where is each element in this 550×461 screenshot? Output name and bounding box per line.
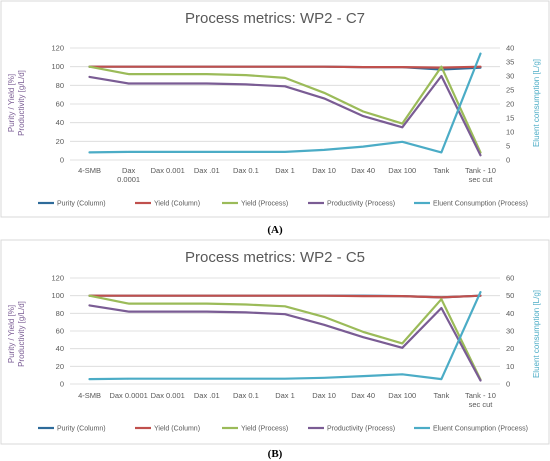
right-axis-tick-label: 35	[506, 58, 514, 67]
left-axis-label-line1: Purity / Yield [%]	[7, 305, 16, 363]
category-tick-label: 4-SMB	[78, 391, 101, 400]
right-axis-tick-label: 30	[506, 327, 514, 336]
category-tick-label: Dax 0.1	[233, 166, 259, 175]
category-tick-label: Dax 100	[388, 166, 416, 175]
left-axis-tick-label: 0	[60, 156, 64, 165]
chart-frame	[0, 239, 550, 445]
right-axis-tick-label: 0	[506, 156, 510, 165]
category-tick-label: Dax 0.0001	[109, 391, 147, 400]
category-tick-label: Dax 1	[275, 166, 295, 175]
right-axis-tick-label: 40	[506, 44, 514, 53]
category-tick-label: Dax 0.1	[233, 391, 259, 400]
left-axis-label-line2: Productivity [g/L/d]	[17, 301, 26, 367]
left-axis-tick-label: 120	[51, 44, 64, 53]
panel-label-a: (A)	[267, 224, 283, 236]
chart-panel-a: Process metrics: WP2 - C7 02040608010012…	[0, 0, 550, 218]
series-line-eluent-consumption	[88, 291, 482, 381]
category-tick-label: 4-SMB	[78, 166, 101, 175]
left-axis-tick-label: 120	[51, 274, 64, 283]
left-axis-tick-label: 40	[56, 118, 64, 127]
series-line-productivity-process	[88, 74, 482, 157]
left-axis-tick-label: 60	[56, 327, 64, 336]
right-axis-tick-label: 10	[506, 128, 514, 137]
category-tick-label: Dax 0.001	[151, 166, 185, 175]
left-axis-tick-label: 80	[56, 309, 64, 318]
right-axis-tick-label: 0	[506, 380, 510, 389]
left-axis-tick-label: 100	[51, 291, 64, 300]
category-tick-label: Dax 0.001	[151, 391, 185, 400]
left-axis-tick-label: 60	[56, 100, 64, 109]
category-tick-label: Dax 100	[388, 391, 416, 400]
panel-label-b: (B)	[268, 448, 283, 460]
category-tick-label: Dax 1	[275, 391, 295, 400]
category-tick-label: Dax 10	[312, 166, 336, 175]
series-line-yield-column	[88, 65, 482, 69]
series-line-yield-process	[88, 65, 482, 154]
right-axis-tick-label: 40	[506, 309, 514, 318]
right-axis-label: Eluent consumption [L/g]	[532, 290, 541, 378]
right-axis-label: Eluent consumption [L/g]	[532, 59, 541, 147]
legend-entry-yield-process: Yield (Process)	[241, 201, 288, 208]
series-line-productivity-process	[88, 304, 482, 382]
chart-frame	[0, 0, 550, 218]
legend-entry-purity-column: Purity (Column)	[57, 426, 106, 433]
legend-entry-yield-process: Yield (Process)	[241, 426, 288, 433]
legend-entry-yield-column: Yield (Column)	[154, 426, 200, 433]
left-axis-label-line1: Purity / Yield [%]	[7, 74, 16, 132]
right-axis-tick-label: 5	[506, 142, 510, 151]
left-axis-label-line2: Productivity [g/L/d]	[17, 70, 26, 136]
right-axis-tick-label: 10	[506, 362, 514, 371]
legend-entry-yield-column: Yield (Column)	[154, 201, 200, 208]
category-tick-label: Dax .01	[194, 166, 220, 175]
series-line-yield-process	[88, 294, 482, 381]
legend-entry-eluent-consumption: Eluent Consumption (Process)	[433, 426, 528, 433]
legend-entry-purity-column: Purity (Column)	[57, 201, 106, 208]
left-axis-tick-label: 80	[56, 81, 64, 90]
category-tick-label: Dax .01	[194, 391, 220, 400]
chart-panel-b: Process metrics: WP2 - C5 02040608010012…	[0, 239, 550, 445]
right-axis-tick-label: 60	[506, 274, 514, 283]
category-tick-label: Dax 40	[351, 166, 375, 175]
left-axis-tick-label: 40	[56, 344, 64, 353]
series-line-yield-column	[88, 294, 482, 299]
right-axis-tick-label: 15	[506, 114, 514, 123]
category-tick-label: Tank	[433, 391, 449, 400]
right-axis-tick-label: 20	[506, 100, 514, 109]
chart-title: Process metrics: WP2 - C5	[185, 249, 365, 266]
right-axis-tick-label: 20	[506, 344, 514, 353]
left-axis-tick-label: 100	[51, 62, 64, 71]
category-tick-label: Tank	[433, 166, 449, 175]
legend-entry-productivity-process: Productivity (Process)	[327, 426, 395, 433]
category-tick-label: Dax 10	[312, 391, 336, 400]
left-axis-tick-label: 20	[56, 362, 64, 371]
category-tick-label: Tank - 10 sec cut	[465, 391, 496, 409]
left-axis-tick-label: 0	[60, 380, 64, 389]
category-tick-label: Tank - 10 sec cut	[465, 166, 496, 184]
legend-entry-eluent-consumption: Eluent Consumption (Process)	[433, 201, 528, 208]
category-tick-label: Dax 40	[351, 391, 375, 400]
legend-entry-productivity-process: Productivity (Process)	[327, 201, 395, 208]
category-tick-label: Dax 0.0001	[117, 166, 140, 184]
right-axis-tick-label: 25	[506, 86, 514, 95]
right-axis-tick-label: 50	[506, 291, 514, 300]
series-line-eluent-consumption	[88, 52, 482, 154]
right-axis-tick-label: 30	[506, 72, 514, 81]
chart-title: Process metrics: WP2 - C7	[185, 10, 365, 27]
left-axis-tick-label: 20	[56, 137, 64, 146]
